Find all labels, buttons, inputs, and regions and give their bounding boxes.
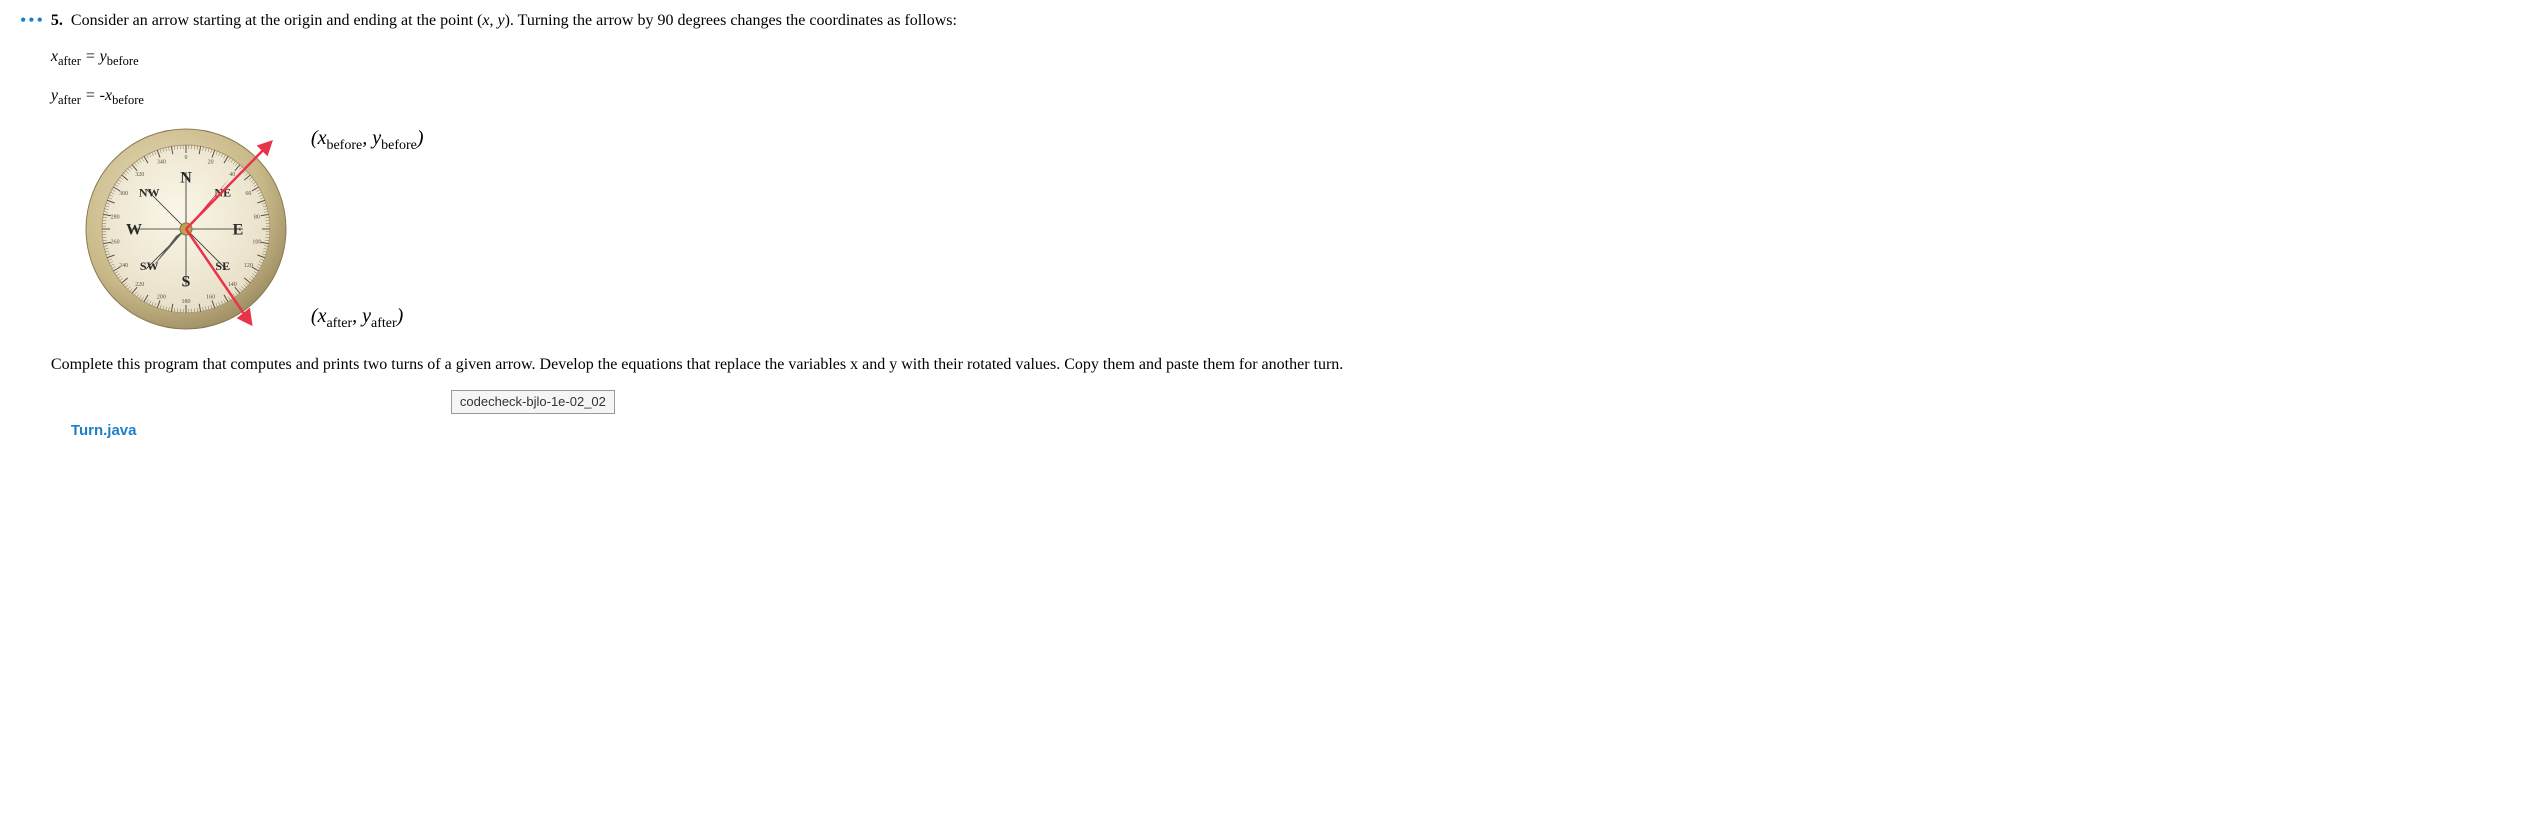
svg-text:340: 340 bbox=[157, 159, 166, 165]
y-var: y bbox=[372, 127, 381, 149]
problem-number: 5. bbox=[51, 12, 63, 29]
svg-text:W: W bbox=[126, 221, 142, 238]
eq2-eq: = - bbox=[81, 87, 105, 104]
equation-2: yafter = -xbefore bbox=[51, 85, 2510, 110]
problem-content: 5. Consider an arrow starting at the orig… bbox=[51, 10, 2510, 441]
compass-image: 0 20 40 60 80 100 120 140 160 180 200 220 240 260 280 3… bbox=[81, 124, 291, 334]
eq1-eq: = bbox=[81, 48, 100, 65]
svg-text:40: 40 bbox=[229, 172, 235, 178]
intro-text-1: Consider an arrow starting at the origin… bbox=[71, 12, 482, 29]
intro-paragraph: 5. Consider an arrow starting at the orig… bbox=[51, 10, 2510, 32]
intro-y: y bbox=[497, 12, 504, 29]
y-var: y bbox=[362, 305, 371, 327]
comma: , bbox=[362, 127, 372, 149]
eq2-lhs-var: y bbox=[51, 87, 58, 104]
after-coord-label: (xafter, yafter) bbox=[311, 302, 403, 334]
svg-text:200: 200 bbox=[157, 294, 166, 300]
comma: , bbox=[352, 305, 362, 327]
svg-text:300: 300 bbox=[119, 191, 128, 197]
x-sub: after bbox=[326, 316, 352, 331]
intro-text-2: ). Turning the arrow by 90 degrees chang… bbox=[505, 12, 957, 29]
svg-text:160: 160 bbox=[206, 294, 215, 300]
equation-1: xafter = ybefore bbox=[51, 46, 2510, 71]
eq2-rhs-sub: before bbox=[112, 93, 144, 107]
svg-text:80: 80 bbox=[254, 214, 260, 220]
svg-text:0: 0 bbox=[184, 155, 187, 161]
svg-text:220: 220 bbox=[135, 282, 144, 288]
paren-open: ( bbox=[311, 127, 318, 149]
svg-text:E: E bbox=[233, 221, 244, 238]
svg-text:100: 100 bbox=[252, 239, 261, 245]
svg-text:240: 240 bbox=[119, 263, 128, 269]
instruction-paragraph: Complete this program that computes and … bbox=[51, 354, 2510, 376]
compass-svg: 0 20 40 60 80 100 120 140 160 180 200 220 240 260 280 3… bbox=[81, 124, 291, 334]
eq1-lhs-sub: after bbox=[58, 55, 81, 69]
codecheck-row: codecheck-bjlo-1e-02_02 bbox=[51, 390, 2510, 414]
x-sub: before bbox=[326, 138, 362, 153]
paren-open: ( bbox=[311, 305, 318, 327]
svg-text:120: 120 bbox=[244, 263, 253, 269]
svg-text:20: 20 bbox=[208, 159, 214, 165]
figure: 0 20 40 60 80 100 120 140 160 180 200 220 240 260 280 3… bbox=[81, 124, 2510, 334]
paren-close: ) bbox=[417, 127, 424, 149]
svg-text:260: 260 bbox=[111, 239, 120, 245]
svg-text:140: 140 bbox=[228, 282, 237, 288]
y-sub: after bbox=[371, 316, 397, 331]
svg-text:60: 60 bbox=[245, 191, 251, 197]
eq1-rhs-var: y bbox=[100, 48, 107, 65]
filename-link[interactable]: Turn.java bbox=[71, 420, 2510, 441]
difficulty-dots: ••• bbox=[20, 10, 45, 32]
codecheck-button[interactable]: codecheck-bjlo-1e-02_02 bbox=[451, 390, 615, 414]
svg-text:180: 180 bbox=[181, 299, 190, 305]
eq1-lhs-var: x bbox=[51, 48, 58, 65]
figure-labels: (xbefore, ybefore) (xafter, yafter) bbox=[311, 124, 511, 334]
before-coord-label: (xbefore, ybefore) bbox=[311, 124, 424, 156]
svg-text:280: 280 bbox=[111, 214, 120, 220]
y-sub: before bbox=[381, 138, 417, 153]
problem-5: ••• 5. Consider an arrow starting at the … bbox=[20, 10, 2510, 441]
svg-text:320: 320 bbox=[135, 172, 144, 178]
paren-close: ) bbox=[397, 305, 404, 327]
eq1-rhs-sub: before bbox=[107, 55, 139, 69]
eq2-lhs-sub: after bbox=[58, 93, 81, 107]
